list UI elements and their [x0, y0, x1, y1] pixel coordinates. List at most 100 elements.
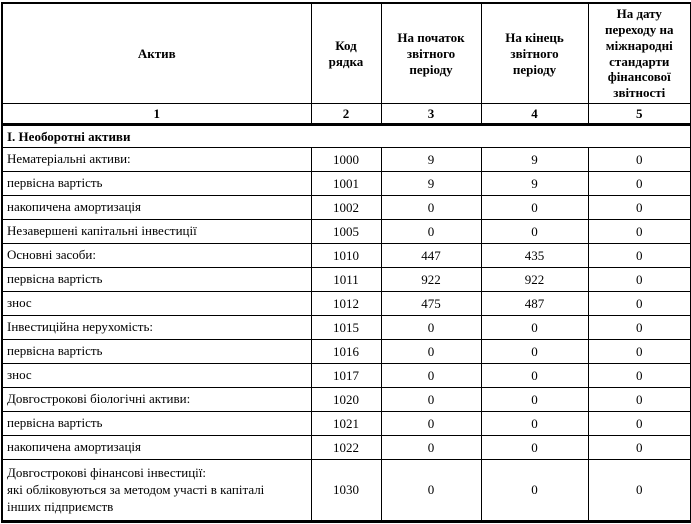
column-number-2: 2	[310, 103, 382, 127]
row-label-cell: знос	[1, 291, 312, 317]
column-numbers-row: 1 2 3 4 5	[1, 103, 691, 127]
row-code-cell: 1016	[310, 339, 382, 365]
row-ifrs-transition-cell: 0	[587, 459, 691, 523]
row-ifrs-transition-cell: 0	[587, 291, 691, 317]
row-label-cell: Незавершені капітальні інвестиції	[1, 219, 312, 245]
table-row: накопичена амортизація 1002 0 0 0	[1, 195, 691, 221]
row-label-cell: знос	[1, 363, 312, 389]
table-row: знос 1012 475 487 0	[1, 291, 691, 317]
row-period-start-cell: 0	[380, 363, 482, 389]
row-label-cell: накопичена амортизація	[1, 195, 312, 221]
column-number-3: 3	[380, 103, 482, 127]
table-row: Довгострокові фінансові інвестиції: які …	[1, 459, 691, 523]
row-ifrs-transition-cell: 0	[587, 267, 691, 293]
row-period-start-cell: 9	[380, 147, 482, 173]
row-label-cell: накопичена амортизація	[1, 435, 312, 461]
row-ifrs-transition-cell: 0	[587, 147, 691, 173]
row-code-cell: 1022	[310, 435, 382, 461]
table-row: Основні засоби: 1010 447 435 0	[1, 243, 691, 269]
row-ifrs-transition-cell: 0	[587, 387, 691, 413]
row-period-end-cell: 0	[480, 411, 589, 437]
row-period-end-cell: 922	[480, 267, 589, 293]
row-period-start-cell: 0	[380, 195, 482, 221]
row-code-cell: 1017	[310, 363, 382, 389]
row-ifrs-transition-cell: 0	[587, 363, 691, 389]
column-header-period-end: На кінець звітного періоду	[480, 2, 589, 105]
row-period-start-cell: 0	[380, 219, 482, 245]
row-label-cell: Інвестиційна нерухомість:	[1, 315, 312, 341]
row-ifrs-transition-cell: 0	[587, 171, 691, 197]
column-number-4: 4	[480, 103, 589, 127]
header-row: Актив Код рядка На початок звітного пері…	[1, 2, 691, 105]
row-period-start-cell: 0	[380, 411, 482, 437]
column-number-1: 1	[1, 103, 312, 127]
section-title: I. Необоротні активи	[1, 124, 691, 149]
table-row: первісна вартість 1001 9 9 0	[1, 171, 691, 197]
row-code-cell: 1005	[310, 219, 382, 245]
column-header-asset: Актив	[1, 2, 312, 105]
table-row: накопичена амортизація 1022 0 0 0	[1, 435, 691, 461]
table-row: первісна вартість 1011 922 922 0	[1, 267, 691, 293]
row-label-cell: первісна вартість	[1, 267, 312, 293]
table-body: I. Необоротні активи Нематеріальні актив…	[1, 124, 691, 523]
row-period-start-cell: 0	[380, 339, 482, 365]
row-label-cell: первісна вартість	[1, 411, 312, 437]
row-period-end-cell: 0	[480, 363, 589, 389]
row-period-end-cell: 0	[480, 195, 589, 221]
row-code-cell: 1012	[310, 291, 382, 317]
column-number-5: 5	[587, 103, 691, 127]
section-row: I. Необоротні активи	[1, 124, 691, 149]
row-code-cell: 1021	[310, 411, 382, 437]
table-row: первісна вартість 1021 0 0 0	[1, 411, 691, 437]
row-code-cell: 1011	[310, 267, 382, 293]
table-row: знос 1017 0 0 0	[1, 363, 691, 389]
column-header-ifrs-transition: На дату переходу на міжнародні стандарти…	[587, 2, 691, 105]
row-ifrs-transition-cell: 0	[587, 219, 691, 245]
row-code-cell: 1030	[310, 459, 382, 523]
row-ifrs-transition-cell: 0	[587, 243, 691, 269]
column-header-period-start: На початок звітного періоду	[380, 2, 482, 105]
row-code-cell: 1000	[310, 147, 382, 173]
row-period-end-cell: 0	[480, 315, 589, 341]
row-period-start-cell: 922	[380, 267, 482, 293]
row-ifrs-transition-cell: 0	[587, 435, 691, 461]
row-label-cell: первісна вартість	[1, 171, 312, 197]
row-period-end-cell: 0	[480, 387, 589, 413]
row-label-cell: Довгострокові біологічні активи:	[1, 387, 312, 413]
table-row: Нематеріальні активи: 1000 9 9 0	[1, 147, 691, 173]
table-row: первісна вартість 1016 0 0 0	[1, 339, 691, 365]
row-code-cell: 1020	[310, 387, 382, 413]
row-period-start-cell: 0	[380, 435, 482, 461]
row-label-cell: Довгострокові фінансові інвестиції: які …	[1, 459, 312, 523]
row-period-start-cell: 0	[380, 315, 482, 341]
table-row: Інвестиційна нерухомість: 1015 0 0 0	[1, 315, 691, 341]
row-period-end-cell: 487	[480, 291, 589, 317]
row-label-cell: Нематеріальні активи:	[1, 147, 312, 173]
row-label-cell: Основні засоби:	[1, 243, 312, 269]
row-code-cell: 1010	[310, 243, 382, 269]
row-period-end-cell: 435	[480, 243, 589, 269]
table-header: Актив Код рядка На початок звітного пері…	[1, 2, 691, 127]
row-period-start-cell: 447	[380, 243, 482, 269]
row-period-end-cell: 0	[480, 435, 589, 461]
column-header-row-code: Код рядка	[310, 2, 382, 105]
row-code-cell: 1002	[310, 195, 382, 221]
row-ifrs-transition-cell: 0	[587, 315, 691, 341]
row-period-end-cell: 9	[480, 147, 589, 173]
row-code-cell: 1015	[310, 315, 382, 341]
row-period-start-cell: 0	[380, 459, 482, 523]
row-label-cell: первісна вартість	[1, 339, 312, 365]
table-row: Довгострокові біологічні активи: 1020 0 0 0	[1, 387, 691, 413]
row-period-start-cell: 475	[380, 291, 482, 317]
row-code-cell: 1001	[310, 171, 382, 197]
row-ifrs-transition-cell: 0	[587, 411, 691, 437]
row-period-end-cell: 9	[480, 171, 589, 197]
row-ifrs-transition-cell: 0	[587, 339, 691, 365]
row-period-start-cell: 9	[380, 171, 482, 197]
row-ifrs-transition-cell: 0	[587, 195, 691, 221]
row-period-end-cell: 0	[480, 459, 589, 523]
row-period-end-cell: 0	[480, 219, 589, 245]
row-period-end-cell: 0	[480, 339, 589, 365]
